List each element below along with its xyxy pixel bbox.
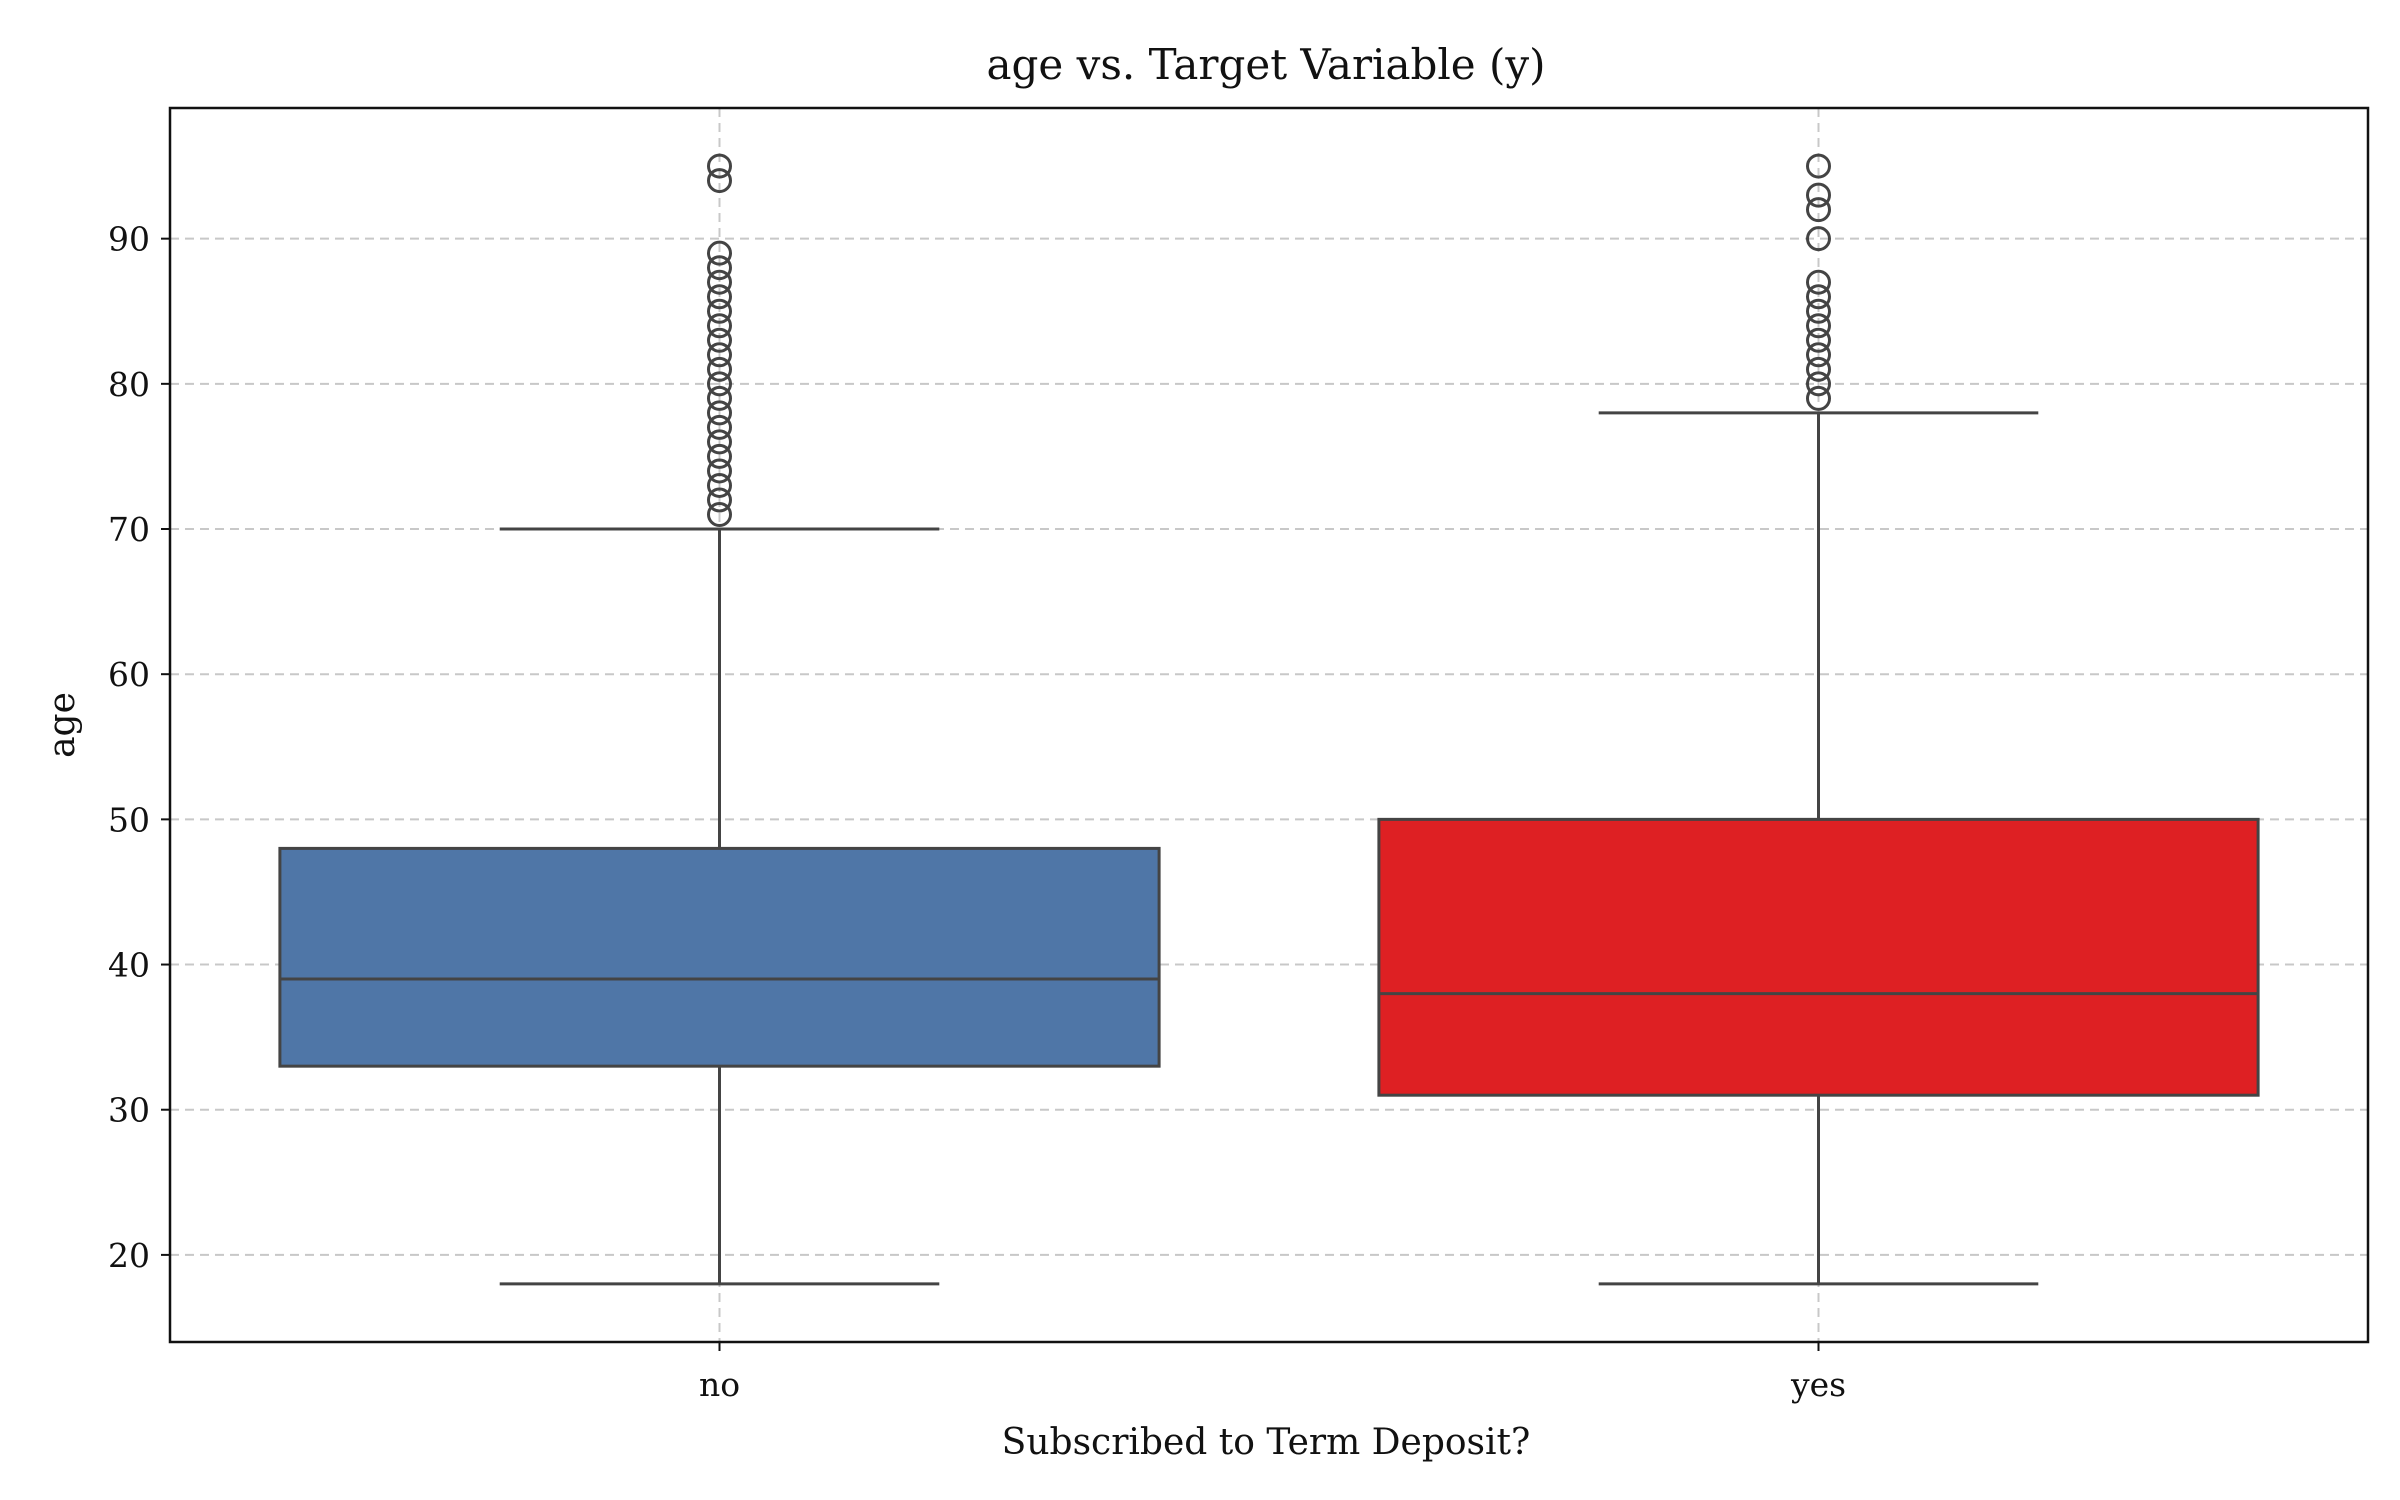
plot-frame bbox=[168, 106, 2370, 1344]
outlier-point bbox=[1806, 182, 1831, 208]
outlier-point bbox=[707, 327, 732, 353]
outlier-point bbox=[1806, 342, 1831, 368]
outlier-point bbox=[1806, 226, 1831, 252]
outlier-point bbox=[1806, 371, 1831, 397]
y-tick-label: 70 bbox=[108, 510, 150, 549]
outlier-point bbox=[707, 240, 732, 266]
outlier-point bbox=[707, 269, 732, 295]
outlier-point bbox=[707, 429, 732, 455]
outlier-point bbox=[1806, 356, 1831, 382]
outlier-point bbox=[707, 501, 732, 527]
x-axis: no yes bbox=[699, 1342, 1846, 1404]
outlier-point bbox=[707, 168, 732, 194]
y-tick-label: 60 bbox=[108, 655, 150, 694]
x-tick-label: no bbox=[699, 1365, 740, 1404]
outlier-point bbox=[707, 255, 732, 281]
y-tick-label: 80 bbox=[108, 365, 150, 404]
outlier-point bbox=[1806, 298, 1831, 324]
outlier-point bbox=[707, 371, 732, 397]
outlier-point bbox=[1806, 269, 1831, 295]
outlier-point bbox=[707, 298, 732, 324]
box-yes bbox=[1377, 153, 2260, 1286]
boxes bbox=[278, 153, 2260, 1286]
outlier-point bbox=[707, 313, 732, 339]
iqr-box bbox=[1377, 817, 2260, 1097]
outlier-point bbox=[1806, 284, 1831, 310]
outlier-point bbox=[707, 400, 732, 426]
outlier-point bbox=[707, 342, 732, 368]
outlier-point bbox=[707, 443, 732, 469]
outlier-point bbox=[707, 284, 732, 310]
outlier-point bbox=[707, 472, 732, 498]
box-no bbox=[278, 153, 1161, 1286]
x-axis-label: Subscribed to Term Deposit? bbox=[1002, 1422, 1531, 1463]
y-tick-label: 20 bbox=[108, 1236, 150, 1275]
chart-title: age vs. Target Variable (y) bbox=[986, 40, 1545, 89]
iqr-box bbox=[278, 846, 1161, 1068]
outlier-point bbox=[707, 385, 732, 411]
y-tick-label: 40 bbox=[108, 946, 150, 985]
outlier-point bbox=[1806, 197, 1831, 223]
outlier-point bbox=[707, 414, 732, 440]
grid-lines bbox=[170, 108, 2368, 1342]
outlier-point bbox=[1806, 313, 1831, 339]
y-tick-label: 90 bbox=[108, 220, 150, 259]
x-tick-label: yes bbox=[1790, 1365, 1846, 1404]
y-tick-label: 30 bbox=[108, 1091, 150, 1130]
y-tick-label: 50 bbox=[108, 800, 150, 839]
outlier-point bbox=[1806, 153, 1831, 179]
outlier-point bbox=[707, 487, 732, 513]
y-axis-label: age bbox=[42, 692, 83, 758]
outlier-point bbox=[1806, 385, 1831, 411]
outlier-point bbox=[707, 356, 732, 382]
outlier-point bbox=[707, 153, 732, 179]
y-axis: 20 30 40 50 60 70 80 90 bbox=[108, 220, 170, 1275]
outlier-point bbox=[1806, 327, 1831, 353]
outlier-point bbox=[707, 458, 732, 484]
